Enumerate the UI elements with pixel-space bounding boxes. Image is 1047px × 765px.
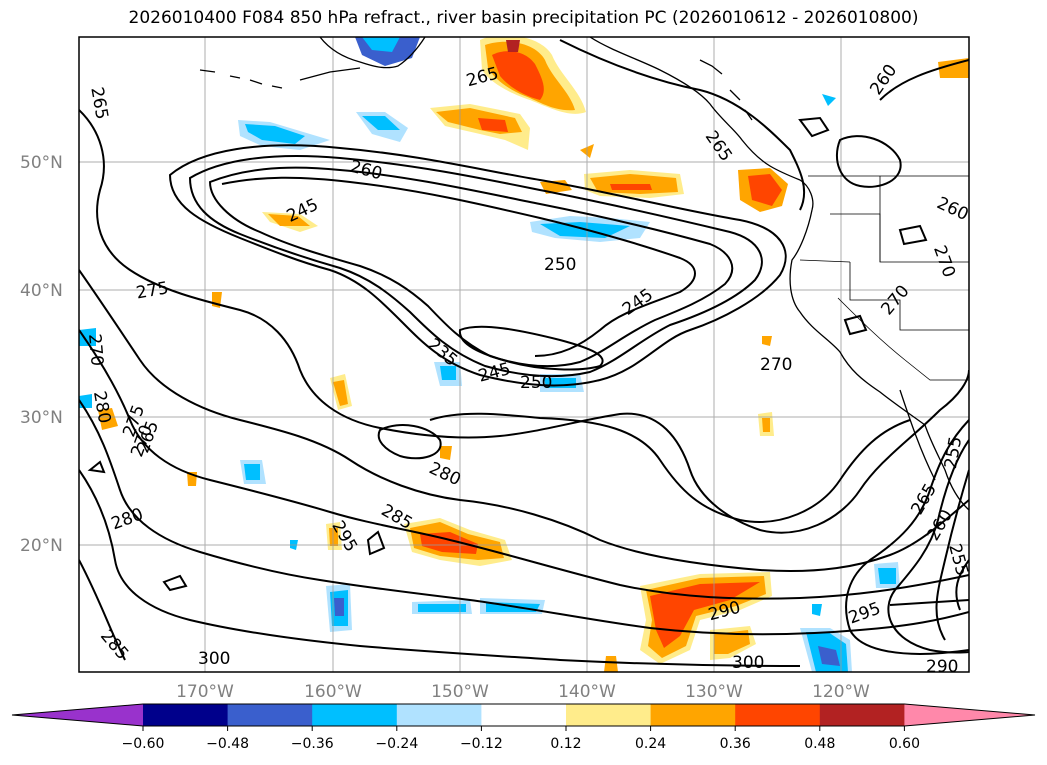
- contour-label: 250: [520, 373, 552, 393]
- lon-label-140w: 140°W: [558, 682, 616, 702]
- colorbar-tick-label: 0.36: [720, 736, 751, 752]
- colorbar-segment: [481, 704, 567, 726]
- contour-label: 300: [198, 649, 230, 669]
- colorbar-extend-left: [12, 704, 143, 726]
- lon-label-160w: 160°W: [304, 682, 362, 702]
- colorbar-segment: [650, 704, 736, 726]
- colorbar-tick-label: −0.48: [206, 736, 249, 752]
- colorbar-tick-label: −0.36: [291, 736, 334, 752]
- precip-shading: [79, 37, 969, 672]
- longitude-labels: 170°W 160°W 150°W 140°W 130°W 120°W: [176, 682, 870, 702]
- map-area: 265 265 260 260 265 245 260 250 245 275 …: [79, 37, 969, 677]
- map-frame: [78, 36, 970, 673]
- colorbar-tick-label: 0.24: [635, 736, 666, 752]
- latitude-labels: 50°N 40°N 30°N 20°N: [20, 153, 63, 556]
- colorbar: −0.60 −0.48 −0.36 −0.24 −0.12 0.12 0.24 0.36 0.4…: [11, 703, 1036, 752]
- colorbar-segment: [735, 704, 821, 726]
- refractivity-contours: [79, 39, 969, 667]
- lon-label-120w: 120°W: [812, 682, 870, 702]
- lat-label-20n: 20°N: [20, 536, 63, 556]
- colorbar-segment: [227, 704, 313, 726]
- colorbar-segment: [396, 704, 482, 726]
- colorbar-tick-label: −0.24: [375, 736, 418, 752]
- colorbar-segment: [312, 704, 398, 726]
- colorbar-segment: [819, 704, 905, 726]
- lon-label-170w: 170°W: [176, 682, 234, 702]
- contour-label: 290: [926, 657, 958, 677]
- colorbar-tick-label: 0.12: [550, 736, 581, 752]
- contour-label: 300: [732, 653, 764, 673]
- lat-label-30n: 30°N: [20, 408, 63, 428]
- colorbar-tick-label: −0.12: [460, 736, 503, 752]
- lat-label-40n: 40°N: [20, 281, 63, 301]
- lat-label-50n: 50°N: [20, 153, 63, 173]
- lon-label-130w: 130°W: [685, 682, 743, 702]
- contour-label: 270: [760, 355, 792, 375]
- colorbar-segment: [566, 704, 652, 726]
- contour-label: 270: [84, 333, 107, 367]
- contour-label: 250: [544, 255, 576, 275]
- graticule: [79, 37, 969, 672]
- colorbar-tick-label: 0.48: [804, 736, 835, 752]
- colorbar-segment: [143, 704, 229, 726]
- colorbar-tick-label: −0.60: [122, 736, 165, 752]
- colorbar-extend-right: [904, 704, 1035, 726]
- lon-label-150w: 150°W: [431, 682, 489, 702]
- colorbar-tick-label: 0.60: [889, 736, 920, 752]
- political-boundaries: [799, 175, 969, 381]
- map-title: 2026010400 F084 850 hPa refract., river …: [128, 8, 919, 28]
